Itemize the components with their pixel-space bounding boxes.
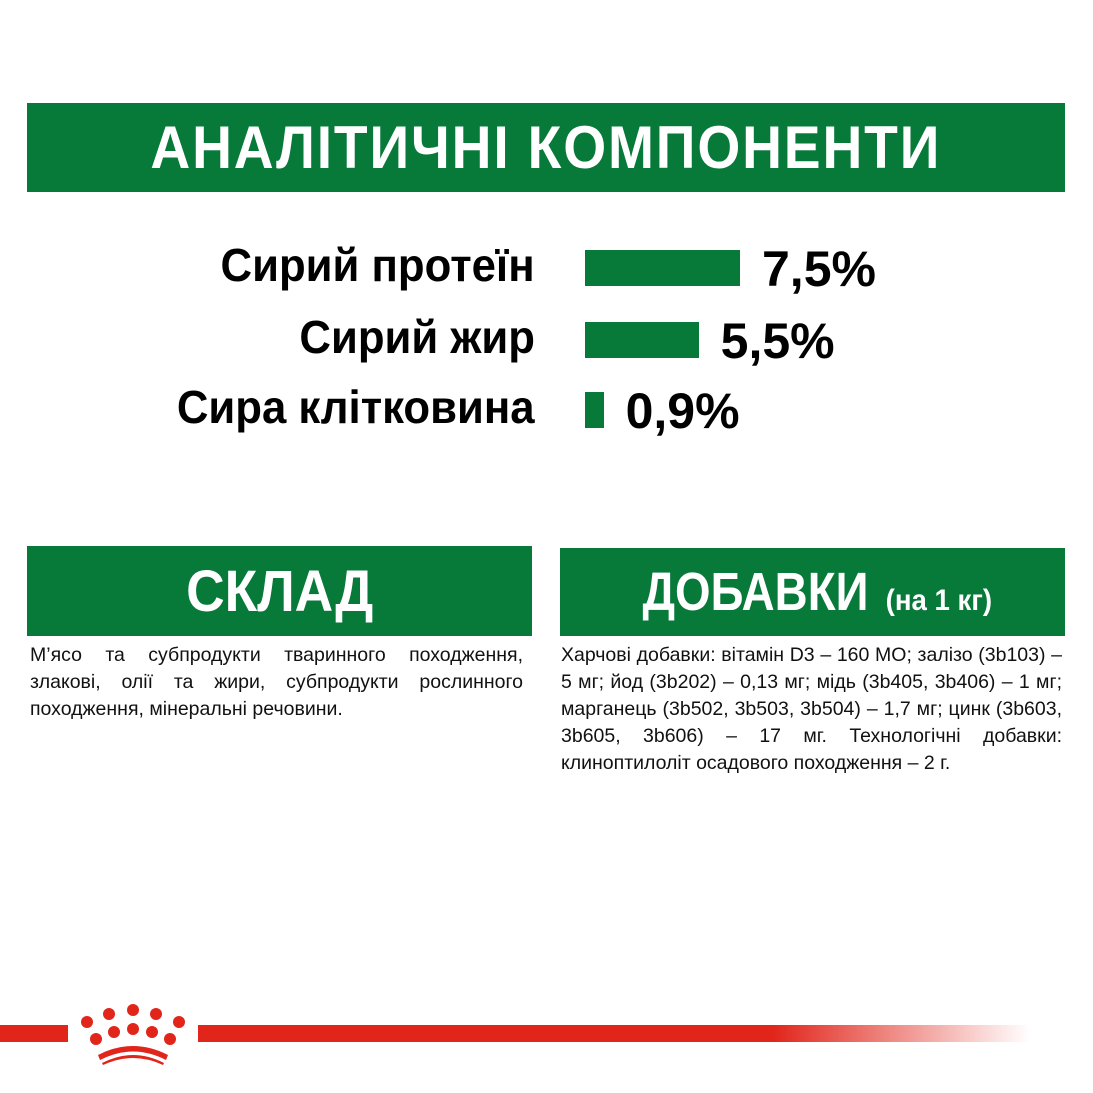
composition-title: СКЛАД xyxy=(185,558,374,624)
analytic-value: 0,9% xyxy=(625,383,740,439)
analytic-bar xyxy=(585,322,699,358)
additives-header: ДОБАВКИ (на 1 кг) xyxy=(560,548,1065,636)
analytic-label: Сирий жир xyxy=(299,311,535,363)
royal-canin-crown-icon xyxy=(68,995,198,1065)
analytics-title: АНАЛІТИЧНІ КОМПОНЕНТИ xyxy=(150,114,942,181)
analytic-row-fibre: Сира клітковина 0,9% xyxy=(0,380,1093,439)
analytic-bar xyxy=(585,250,740,286)
additives-text: Харчові добавки: вітамін D3 – 160 МО; за… xyxy=(561,644,1062,774)
brand-line xyxy=(0,1025,1030,1042)
composition-text: М’ясо та субпродукти тваринного походжен… xyxy=(30,644,523,720)
analytic-bar xyxy=(585,392,604,428)
analytic-value: 5,5% xyxy=(720,313,835,369)
additives-title: ДОБАВКИ xyxy=(642,562,869,622)
analytic-label: Сирий протеїн xyxy=(220,239,535,291)
analytic-row-fat: Сирий жир 5,5% xyxy=(0,310,1093,369)
additives-subtitle: (на 1 кг) xyxy=(885,584,993,617)
analytics-header: АНАЛІТИЧНІ КОМПОНЕНТИ xyxy=(27,103,1065,192)
composition-header: СКЛАД xyxy=(27,546,532,636)
analytic-row-protein: Сирий протеїн 7,5% xyxy=(0,238,1093,297)
analytic-label: Сира клітковина xyxy=(177,381,535,433)
analytic-value: 7,5% xyxy=(762,241,876,297)
